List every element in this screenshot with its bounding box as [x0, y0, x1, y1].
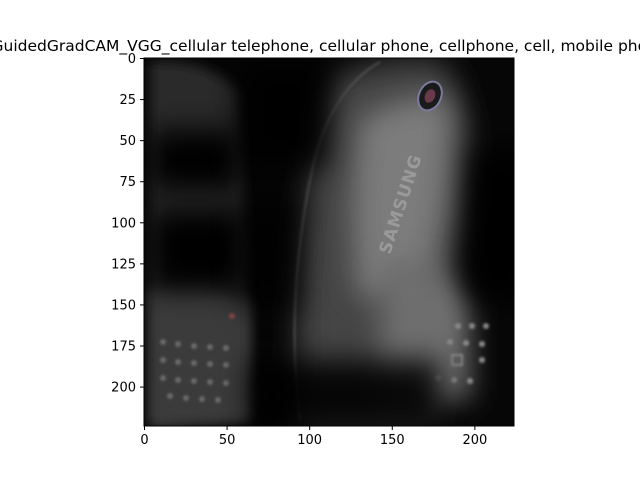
y-tick-label: 125 [111, 257, 136, 272]
left-phone [150, 62, 250, 426]
x-tick-label: 0 [140, 433, 148, 448]
y-tick-label: 175 [111, 340, 136, 355]
y-tick-label: 75 [119, 175, 136, 190]
x-tick-label: 200 [462, 433, 487, 448]
y-tick-label: 25 [119, 93, 136, 108]
x-axis: 0 50 100 150 200 [140, 426, 487, 448]
y-tick-label: 150 [111, 298, 136, 313]
x-tick-label: 150 [380, 433, 405, 448]
figure-title: GuidedGradCAM_VGG_cellular telephone, ce… [0, 37, 640, 56]
x-tick-label: 50 [219, 433, 236, 448]
x-tick-label: 100 [297, 433, 322, 448]
y-tick-label: 0 [128, 52, 136, 67]
y-axis: 0 25 50 75 100 125 150 175 200 [111, 52, 144, 396]
y-tick-label: 200 [111, 381, 136, 396]
y-tick-label: 100 [111, 216, 136, 231]
saliency-image: SAMSUNG [144, 58, 530, 430]
y-tick-label: 50 [119, 134, 136, 149]
